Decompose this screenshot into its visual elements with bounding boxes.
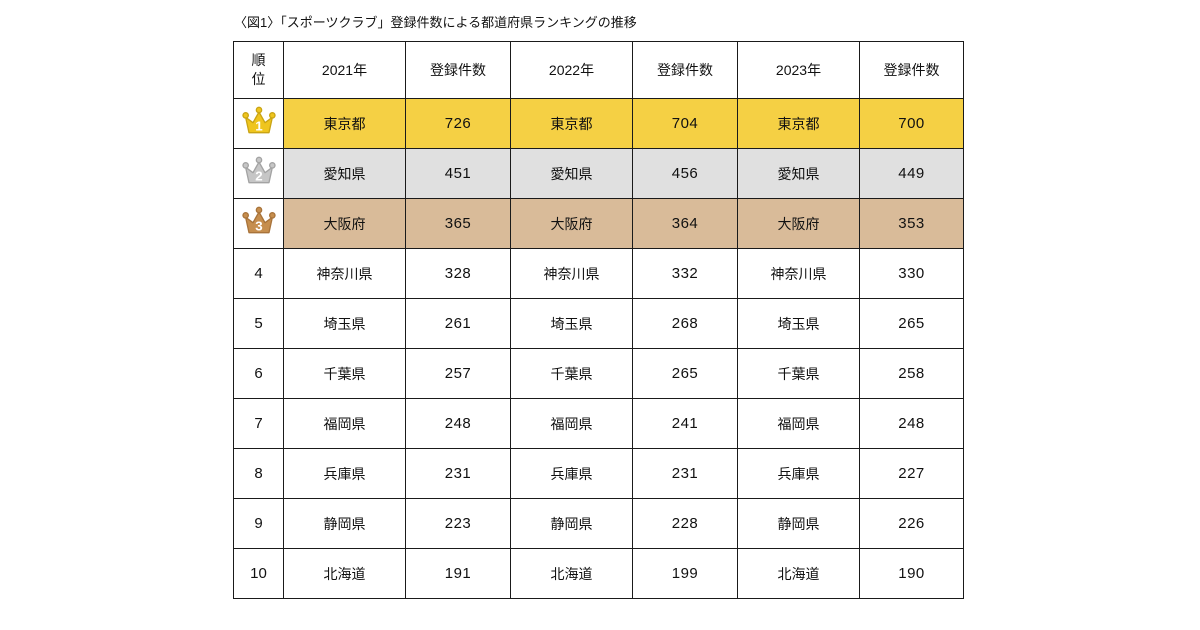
rank-cell: 8 [233,448,284,500]
header-year-2022: 2022年 [510,41,633,100]
prefecture-cell: 静岡県 [283,498,406,550]
prefecture-cell: 静岡県 [510,498,633,550]
header-rank-label: 順位 [251,52,266,88]
prefecture-cell: 兵庫県 [283,448,406,500]
silver-crown-icon: 2 [241,156,277,188]
table-row: 5 埼玉県 261 埼玉県 268 埼玉県 265 [233,298,964,350]
count-cell: 226 [859,498,964,550]
count-cell: 248 [405,398,511,450]
count-cell: 248 [859,398,964,450]
count-cell: 449 [859,148,964,200]
header-year-2023: 2023年 [737,41,860,100]
prefecture-cell: 兵庫県 [737,448,860,500]
count-cell: 223 [405,498,511,550]
header-count-2023: 登録件数 [859,41,964,100]
prefecture-cell: 東京都 [510,98,633,150]
ranking-table: 順位 2021年 登録件数 2022年 登録件数 2023年 登録件数 [233,41,964,600]
count-cell: 199 [632,548,738,600]
prefecture-cell: 兵庫県 [510,448,633,500]
header-row: 順位 2021年 登録件数 2022年 登録件数 2023年 登録件数 [233,41,964,100]
header-rank: 順位 [233,41,284,100]
count-cell: 328 [405,248,511,300]
count-cell: 190 [859,548,964,600]
count-cell: 330 [859,248,964,300]
rank-cell: 5 [233,298,284,350]
rank-cell: 4 [233,248,284,300]
prefecture-cell: 大阪府 [510,198,633,250]
prefecture-cell: 千葉県 [737,348,860,400]
count-cell: 191 [405,548,511,600]
prefecture-cell: 北海道 [510,548,633,600]
table-row: 2 愛知県 451 愛知県 456 愛知県 449 [233,148,964,200]
count-cell: 700 [859,98,964,150]
rank-cell: 3 [233,198,284,250]
table-row: 1 東京都 726 東京都 704 東京都 700 [233,98,964,150]
table-row: 7 福岡県 248 福岡県 241 福岡県 248 [233,398,964,450]
prefecture-cell: 神奈川県 [283,248,406,300]
prefecture-cell: 静岡県 [737,498,860,550]
count-cell: 265 [632,348,738,400]
prefecture-cell: 愛知県 [283,148,406,200]
count-cell: 265 [859,298,964,350]
prefecture-cell: 愛知県 [737,148,860,200]
rank-cell: 1 [233,98,284,150]
count-cell: 332 [632,248,738,300]
header-year-2021: 2021年 [283,41,406,100]
table-row: 4 神奈川県 328 神奈川県 332 神奈川県 330 [233,248,964,300]
prefecture-cell: 埼玉県 [737,298,860,350]
rank-cell: 9 [233,498,284,550]
figure-title: 〈図1〉「スポーツクラブ」登録件数による都道府県ランキングの推移 [234,15,637,30]
prefecture-cell: 東京都 [283,98,406,150]
prefecture-cell: 大阪府 [737,198,860,250]
count-cell: 258 [859,348,964,400]
prefecture-cell: 千葉県 [283,348,406,400]
count-cell: 451 [405,148,511,200]
count-cell: 268 [632,298,738,350]
gold-crown-icon: 1 [241,106,277,138]
rank-cell: 6 [233,348,284,400]
prefecture-cell: 千葉県 [510,348,633,400]
count-cell: 365 [405,198,511,250]
count-cell: 353 [859,198,964,250]
prefecture-cell: 埼玉県 [510,298,633,350]
table-row: 10 北海道 191 北海道 199 北海道 190 [233,548,964,600]
count-cell: 241 [632,398,738,450]
count-cell: 231 [632,448,738,500]
rank-number: 3 [255,218,262,233]
prefecture-cell: 愛知県 [510,148,633,200]
header-count-2021: 登録件数 [405,41,511,100]
count-cell: 231 [405,448,511,500]
figure-container: 〈図1〉「スポーツクラブ」登録件数による都道府県ランキングの推移 順位 2021… [233,14,965,600]
table-row: 9 静岡県 223 静岡県 228 静岡県 226 [233,498,964,550]
count-cell: 261 [405,298,511,350]
prefecture-cell: 北海道 [283,548,406,600]
prefecture-cell: 福岡県 [737,398,860,450]
rank-cell: 7 [233,398,284,450]
count-cell: 364 [632,198,738,250]
rank-number: 2 [255,168,262,183]
table-row: 8 兵庫県 231 兵庫県 231 兵庫県 227 [233,448,964,500]
header-count-2022: 登録件数 [632,41,738,100]
prefecture-cell: 北海道 [737,548,860,600]
table-row: 3 大阪府 365 大阪府 364 大阪府 353 [233,198,964,250]
prefecture-cell: 大阪府 [283,198,406,250]
rank-number: 1 [255,118,263,133]
prefecture-cell: 埼玉県 [283,298,406,350]
rank-cell: 10 [233,548,284,600]
prefecture-cell: 神奈川県 [737,248,860,300]
bronze-crown-icon: 3 [241,206,277,238]
count-cell: 456 [632,148,738,200]
count-cell: 726 [405,98,511,150]
rank-cell: 2 [233,148,284,200]
prefecture-cell: 東京都 [737,98,860,150]
prefecture-cell: 福岡県 [510,398,633,450]
prefecture-cell: 福岡県 [283,398,406,450]
count-cell: 228 [632,498,738,550]
count-cell: 704 [632,98,738,150]
count-cell: 257 [405,348,511,400]
prefecture-cell: 神奈川県 [510,248,633,300]
table-row: 6 千葉県 257 千葉県 265 千葉県 258 [233,348,964,400]
count-cell: 227 [859,448,964,500]
